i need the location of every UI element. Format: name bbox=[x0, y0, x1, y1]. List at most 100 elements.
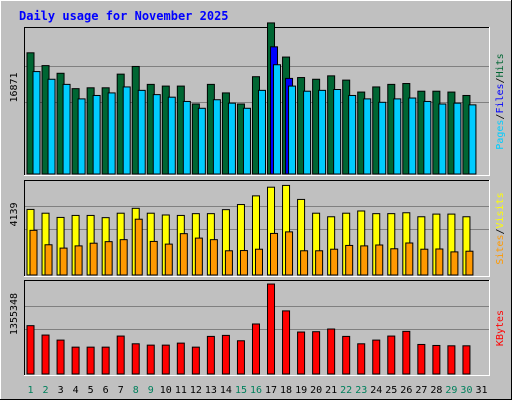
bar-sites bbox=[375, 244, 384, 276]
bar-kbytes bbox=[161, 344, 170, 375]
bar-pages bbox=[137, 89, 146, 175]
bar-kbytes bbox=[191, 346, 200, 375]
x-tick-label: 9 bbox=[148, 385, 154, 396]
bar-pages bbox=[468, 104, 477, 175]
bar-sites bbox=[345, 244, 354, 276]
chart-title: Daily usage for November 2025 bbox=[19, 9, 229, 23]
bar-kbytes bbox=[251, 323, 260, 375]
legend-separator: / bbox=[495, 228, 506, 234]
bar-kbytes bbox=[131, 343, 140, 375]
bar-kbytes bbox=[387, 335, 396, 375]
bar-sites bbox=[285, 231, 294, 276]
bar-kbytes bbox=[447, 345, 456, 375]
x-tick-label: 25 bbox=[385, 385, 397, 396]
legend-sites: Sites bbox=[495, 235, 506, 265]
bar-kbytes bbox=[71, 346, 80, 375]
x-tick-label: 16 bbox=[250, 385, 262, 396]
x-tick-label: 30 bbox=[460, 385, 472, 396]
bar-pages bbox=[152, 94, 161, 175]
legend-kbytes: KBytes bbox=[495, 310, 506, 346]
bar-kbytes bbox=[26, 325, 35, 375]
x-tick-label: 6 bbox=[103, 385, 109, 396]
x-tick-label: 26 bbox=[400, 385, 412, 396]
bar-kbytes bbox=[462, 345, 471, 375]
bar-kbytes bbox=[267, 283, 276, 375]
bar-sites bbox=[405, 242, 414, 276]
bar-pages bbox=[107, 92, 116, 175]
bar-kbytes bbox=[221, 334, 230, 375]
legend-text: KBytes bbox=[495, 310, 506, 346]
bar-kbytes bbox=[342, 335, 351, 375]
x-tick-label: 2 bbox=[43, 385, 49, 396]
x-tick-label: 3 bbox=[58, 385, 64, 396]
bar-sites bbox=[134, 218, 143, 276]
panel-legend: KBytes bbox=[495, 310, 506, 346]
x-axis-labels: 1 2 3 4 5 6 7 8 9 10 11 12 13 14 15 16 17 18 19 20 21 22 23 24 2… bbox=[28, 385, 488, 396]
x-tick-label: 29 bbox=[445, 385, 457, 396]
bar-sites bbox=[164, 243, 173, 276]
x-tick-label: 18 bbox=[280, 385, 292, 396]
panel-legend: Sites/Visits bbox=[495, 192, 506, 264]
bar-kbytes bbox=[312, 331, 321, 375]
chart-panels: 16871Pages/Files/Hits4139Sites/Visits135… bbox=[9, 22, 506, 376]
bar-kbytes bbox=[56, 339, 65, 375]
bar-sites bbox=[104, 241, 113, 276]
x-tick-label: 4 bbox=[73, 385, 79, 396]
bar-pages bbox=[77, 98, 86, 175]
bar-pages bbox=[378, 101, 387, 175]
panel-kbytes: 1355348 KBytes bbox=[9, 280, 506, 376]
x-tick-label: 28 bbox=[430, 385, 442, 396]
bar-pages bbox=[197, 107, 206, 175]
bar-pages bbox=[333, 88, 342, 175]
bar-kbytes bbox=[176, 342, 185, 375]
bar-sites bbox=[300, 250, 309, 276]
bar-kbytes bbox=[206, 335, 215, 375]
bar-sites bbox=[465, 250, 474, 276]
bar-pages bbox=[92, 94, 101, 175]
bar-sites bbox=[435, 248, 444, 276]
bar-pages bbox=[212, 99, 221, 175]
y-max-label: 1355348 bbox=[9, 293, 20, 335]
bar-sites bbox=[149, 240, 158, 276]
bar-pages bbox=[438, 103, 447, 175]
x-tick-label: 13 bbox=[205, 385, 217, 396]
legend-separator: / bbox=[495, 114, 506, 120]
bar-pages bbox=[122, 86, 131, 175]
bar-sites bbox=[119, 239, 128, 276]
bar-pages bbox=[393, 98, 402, 175]
x-tick-label: 31 bbox=[475, 385, 487, 396]
bar-sites bbox=[44, 244, 53, 276]
bar-sites bbox=[74, 245, 83, 276]
bar-pages bbox=[273, 64, 282, 175]
bar-sites bbox=[224, 250, 233, 276]
bar-kbytes bbox=[402, 330, 411, 375]
bar-pages bbox=[242, 107, 251, 175]
bar-kbytes bbox=[327, 328, 336, 375]
panel-visits-sites: 4139 Sites/Visits bbox=[9, 180, 506, 277]
x-tick-label: 11 bbox=[175, 385, 187, 396]
bar-kbytes bbox=[372, 339, 381, 375]
bar-sites bbox=[89, 242, 98, 276]
x-tick-label: 8 bbox=[133, 385, 139, 396]
x-tick-label: 24 bbox=[370, 385, 382, 396]
x-tick-label: 15 bbox=[235, 385, 247, 396]
bar-sites bbox=[390, 248, 399, 276]
bar-pages bbox=[167, 96, 176, 175]
x-tick-label: 17 bbox=[265, 385, 277, 396]
bar-pages bbox=[408, 97, 417, 175]
series-sites bbox=[29, 218, 474, 276]
bar-kbytes bbox=[236, 340, 245, 375]
series-hits bbox=[26, 22, 471, 175]
legend-pages: Pages bbox=[495, 120, 506, 150]
bar-pages bbox=[32, 71, 41, 175]
legend-text: Pages/Files/Hits bbox=[495, 53, 506, 149]
legend-separator: / bbox=[495, 77, 506, 83]
bar-pages bbox=[423, 100, 432, 175]
bar-pages bbox=[62, 83, 71, 175]
bar-sites bbox=[450, 251, 459, 276]
panel-legend: Pages/Files/Hits bbox=[495, 53, 506, 149]
bar-pages bbox=[288, 85, 297, 175]
